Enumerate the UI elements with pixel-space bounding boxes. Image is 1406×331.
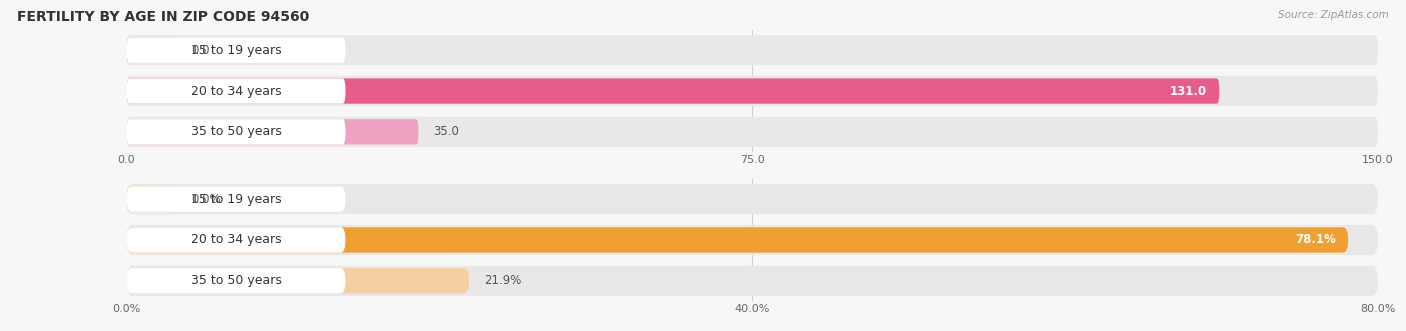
FancyBboxPatch shape bbox=[127, 37, 346, 63]
FancyBboxPatch shape bbox=[127, 268, 470, 294]
Text: 21.9%: 21.9% bbox=[484, 274, 522, 287]
FancyBboxPatch shape bbox=[127, 227, 346, 253]
Text: Source: ZipAtlas.com: Source: ZipAtlas.com bbox=[1278, 10, 1389, 20]
FancyBboxPatch shape bbox=[127, 186, 177, 212]
Text: 35.0: 35.0 bbox=[433, 125, 460, 138]
Text: 35 to 50 years: 35 to 50 years bbox=[191, 274, 281, 287]
Text: 78.1%: 78.1% bbox=[1295, 233, 1336, 247]
FancyBboxPatch shape bbox=[127, 35, 1378, 65]
Text: 20 to 34 years: 20 to 34 years bbox=[191, 84, 281, 98]
FancyBboxPatch shape bbox=[127, 117, 1378, 147]
FancyBboxPatch shape bbox=[127, 119, 346, 145]
FancyBboxPatch shape bbox=[127, 78, 346, 104]
FancyBboxPatch shape bbox=[127, 227, 1348, 253]
Text: FERTILITY BY AGE IN ZIP CODE 94560: FERTILITY BY AGE IN ZIP CODE 94560 bbox=[17, 10, 309, 24]
FancyBboxPatch shape bbox=[127, 266, 1378, 296]
Text: 131.0: 131.0 bbox=[1170, 84, 1206, 98]
Text: 20 to 34 years: 20 to 34 years bbox=[191, 233, 281, 247]
Text: 35 to 50 years: 35 to 50 years bbox=[191, 125, 281, 138]
FancyBboxPatch shape bbox=[127, 119, 419, 145]
Text: 0.0: 0.0 bbox=[191, 44, 209, 57]
FancyBboxPatch shape bbox=[127, 37, 177, 63]
FancyBboxPatch shape bbox=[127, 225, 1378, 255]
Text: 0.0%: 0.0% bbox=[191, 193, 221, 206]
Text: 15 to 19 years: 15 to 19 years bbox=[191, 44, 281, 57]
FancyBboxPatch shape bbox=[127, 268, 346, 294]
FancyBboxPatch shape bbox=[127, 78, 1219, 104]
FancyBboxPatch shape bbox=[127, 186, 346, 212]
Text: 15 to 19 years: 15 to 19 years bbox=[191, 193, 281, 206]
FancyBboxPatch shape bbox=[127, 184, 1378, 214]
FancyBboxPatch shape bbox=[127, 76, 1378, 106]
